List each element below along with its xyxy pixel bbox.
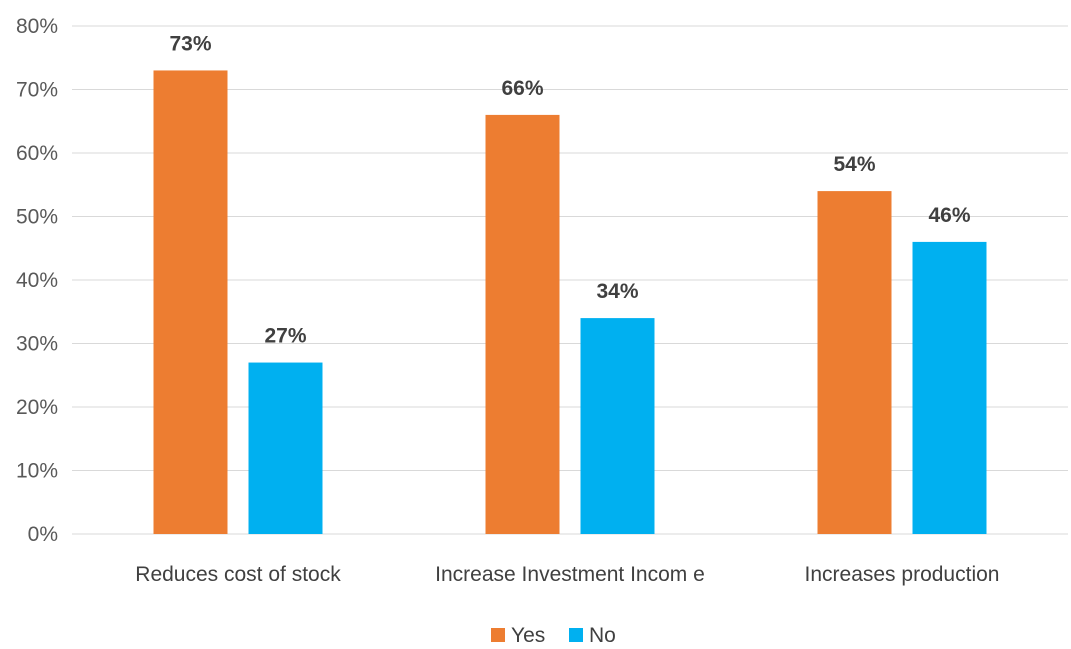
category-label: Increases production	[805, 563, 1000, 586]
y-tick-label: 70%	[16, 79, 58, 102]
bar-no-1	[580, 318, 655, 534]
gridlines	[72, 25, 1068, 535]
bars	[153, 70, 987, 535]
data-labels: 73% 27% 66% 34% 54% 46%	[169, 32, 970, 347]
data-label-no-0: 27%	[264, 325, 306, 348]
bar-yes-0	[153, 70, 228, 534]
data-label-yes-0: 73%	[169, 32, 211, 55]
category-labels: Reduces cost of stock Increase Investment…	[135, 563, 999, 586]
data-label-no-1: 34%	[596, 280, 638, 303]
data-label-yes-2: 54%	[833, 153, 875, 176]
bar-yes-2	[817, 191, 892, 534]
bar-no-2	[912, 241, 987, 534]
y-axis-tick-labels: 0% 10% 20% 30% 40% 50% 60% 70% 80%	[16, 15, 58, 546]
y-tick-label: 40%	[16, 269, 58, 292]
bar-no-0	[248, 362, 323, 534]
y-tick-label: 0%	[28, 523, 58, 546]
legend: Yes No	[491, 624, 616, 647]
y-tick-label: 20%	[16, 396, 58, 419]
bar-yes-1	[485, 114, 560, 535]
y-tick-label: 60%	[16, 142, 58, 165]
data-label-yes-1: 66%	[501, 77, 543, 100]
legend-label-no: No	[589, 624, 616, 647]
legend-label-yes: Yes	[511, 624, 545, 647]
y-tick-label: 30%	[16, 333, 58, 356]
y-tick-label: 10%	[16, 460, 58, 483]
category-label: Increase Investment Incom e	[435, 563, 705, 586]
y-tick-label: 50%	[16, 206, 58, 229]
legend-swatch-yes	[491, 628, 505, 642]
y-tick-label: 80%	[16, 15, 58, 38]
data-label-no-2: 46%	[928, 204, 970, 227]
legend-swatch-no	[569, 628, 583, 642]
category-label: Reduces cost of stock	[135, 563, 341, 586]
